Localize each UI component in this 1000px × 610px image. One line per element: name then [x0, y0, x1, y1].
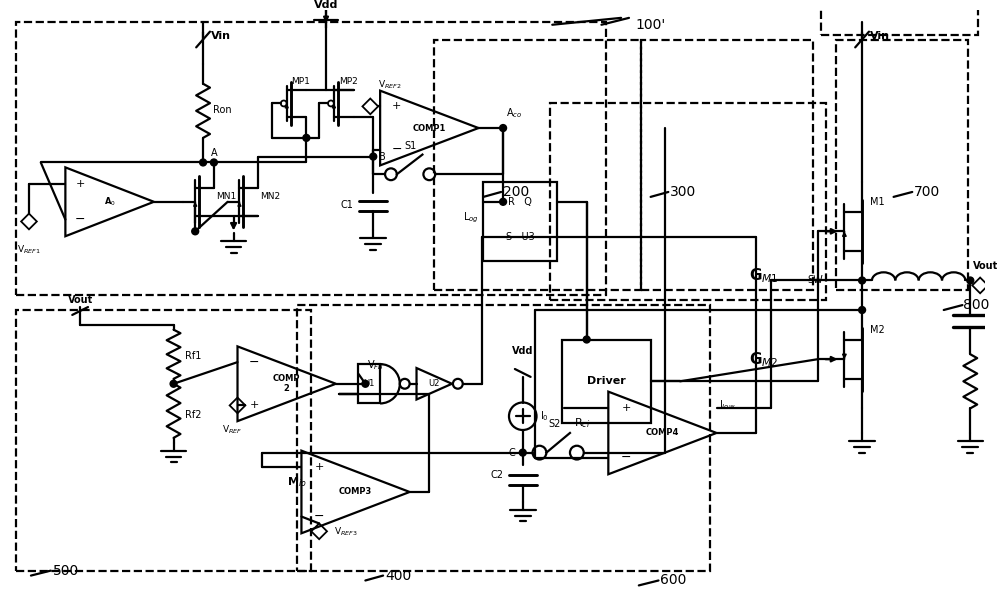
Bar	[641, 40, 813, 290]
Circle shape	[362, 380, 369, 387]
Text: U1: U1	[364, 379, 375, 389]
Bar	[434, 40, 641, 290]
Bar	[562, 340, 651, 423]
Circle shape	[519, 449, 526, 456]
Bar	[16, 310, 311, 571]
Text: C2: C2	[490, 470, 503, 480]
Circle shape	[192, 228, 199, 235]
Text: C1: C1	[341, 199, 354, 210]
Text: −: −	[75, 213, 85, 226]
Text: I$_0$: I$_0$	[540, 409, 549, 423]
Circle shape	[303, 134, 310, 142]
Text: 800: 800	[963, 298, 990, 312]
Circle shape	[859, 307, 866, 314]
Bar	[836, 40, 968, 290]
Text: S   U3: S U3	[506, 232, 535, 242]
Circle shape	[583, 336, 590, 343]
Text: C: C	[508, 448, 515, 458]
Circle shape	[967, 277, 974, 284]
Text: SW: SW	[807, 276, 823, 285]
Text: L$_{og}$: L$_{og}$	[463, 210, 478, 224]
Text: +: +	[75, 179, 85, 189]
Text: COMP1: COMP1	[413, 124, 446, 132]
Text: Vin: Vin	[211, 30, 231, 41]
Circle shape	[500, 124, 507, 132]
Text: Vdd: Vdd	[314, 0, 338, 10]
Text: 700: 700	[914, 185, 940, 199]
Circle shape	[200, 159, 207, 166]
Circle shape	[210, 159, 217, 166]
Text: Vout: Vout	[973, 260, 998, 271]
Text: Vin: Vin	[870, 30, 890, 41]
Text: I$_{low}$: I$_{low}$	[719, 398, 736, 412]
Text: V$_{REF}$: V$_{REF}$	[222, 423, 243, 436]
Text: +: +	[392, 101, 402, 112]
Text: V$_{REF3}$: V$_{REF3}$	[334, 525, 358, 537]
Text: MP2: MP2	[339, 77, 358, 86]
Text: +: +	[314, 462, 324, 472]
Text: 600: 600	[660, 573, 687, 587]
Text: A$_0$: A$_0$	[104, 196, 116, 208]
Text: V$_{FB}$: V$_{FB}$	[367, 358, 384, 372]
Text: Driver: Driver	[587, 376, 626, 386]
Text: U2: U2	[429, 379, 440, 389]
Text: V$_{REF1}$: V$_{REF1}$	[17, 243, 41, 256]
Circle shape	[500, 198, 507, 205]
Text: 400: 400	[385, 569, 411, 583]
Text: R   Q: R Q	[508, 197, 532, 207]
Text: COMP4: COMP4	[646, 428, 679, 437]
Bar	[483, 182, 557, 261]
Text: COMP3: COMP3	[339, 487, 372, 497]
Text: Ron: Ron	[213, 106, 232, 115]
Text: −: −	[621, 451, 631, 464]
Text: B: B	[379, 151, 386, 162]
Text: +: +	[250, 400, 259, 411]
Bar	[16, 22, 606, 295]
Circle shape	[170, 380, 177, 387]
Text: Vdd: Vdd	[512, 346, 534, 356]
Text: A$_{co}$: A$_{co}$	[506, 106, 522, 120]
Bar	[550, 104, 826, 300]
Text: G$_{M2}$: G$_{M2}$	[749, 350, 779, 368]
Text: −: −	[249, 356, 259, 368]
Text: +: +	[621, 403, 631, 414]
Text: Vout: Vout	[68, 295, 93, 305]
Circle shape	[370, 153, 377, 160]
Text: Rf1: Rf1	[185, 351, 202, 361]
Text: Rf2: Rf2	[185, 411, 202, 420]
Text: R$_{ci}$: R$_{ci}$	[574, 416, 590, 430]
Text: G$_{M1}$: G$_{M1}$	[749, 266, 779, 285]
Text: A: A	[211, 148, 218, 157]
Bar	[821, 0, 978, 35]
Text: M2: M2	[870, 325, 885, 335]
Text: M$_{io}$: M$_{io}$	[287, 475, 306, 489]
Text: V$_{REF2}$: V$_{REF2}$	[378, 78, 402, 91]
Text: COMP
2: COMP 2	[273, 374, 300, 393]
Text: 500: 500	[53, 564, 79, 578]
Text: −: −	[314, 510, 324, 523]
Bar	[297, 305, 710, 571]
Text: MN2: MN2	[260, 192, 280, 201]
Text: 300: 300	[670, 185, 697, 199]
Text: M1: M1	[870, 197, 885, 207]
Text: 100': 100'	[636, 18, 666, 32]
Text: −: −	[392, 143, 402, 156]
Text: MN1: MN1	[216, 192, 236, 201]
Circle shape	[859, 277, 866, 284]
Text: MP1: MP1	[292, 77, 310, 86]
Text: 200: 200	[503, 185, 529, 199]
Text: S1: S1	[404, 141, 417, 151]
Text: S2: S2	[548, 419, 560, 429]
Bar	[358, 364, 380, 403]
